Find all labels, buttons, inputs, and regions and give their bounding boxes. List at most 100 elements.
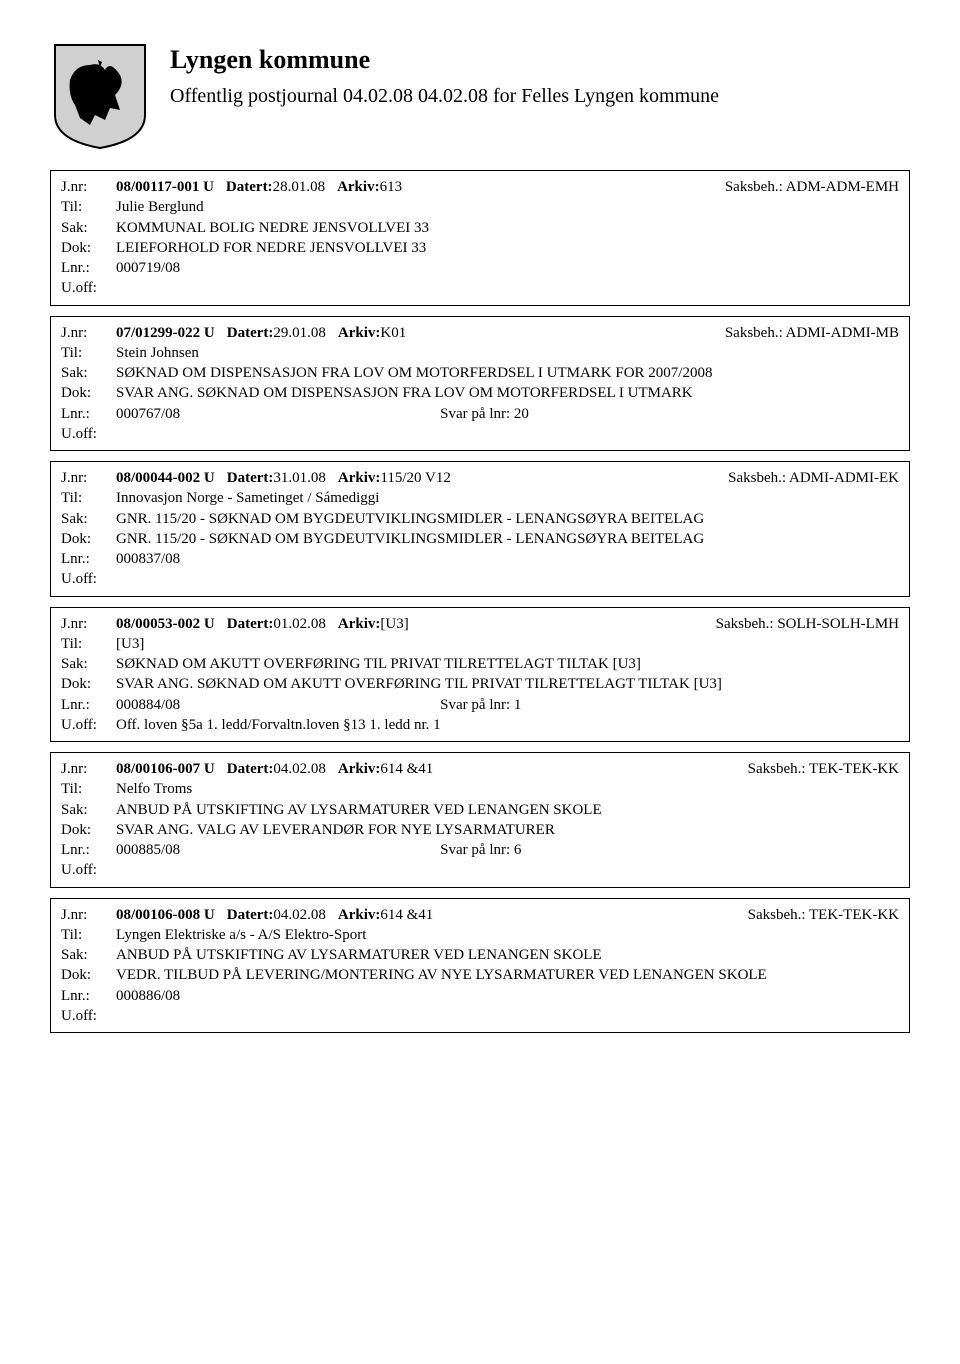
jnr-label: J.nr:: [61, 614, 116, 634]
lnr-value-line: 000719/08: [116, 258, 899, 278]
dok-label: Dok:: [61, 965, 116, 985]
dok-value: SVAR ANG. VALG AV LEVERANDØR FOR NYE LYS…: [116, 820, 899, 840]
sak-row: Sak:GNR. 115/20 - SØKNAD OM BYGDEUTVIKLI…: [61, 509, 899, 529]
record-box: J.nr:08/00044-002 UDatert: 31.01.08Arkiv…: [50, 461, 910, 597]
dok-value: VEDR. TILBUD PÅ LEVERING/MONTERING AV NY…: [116, 965, 899, 985]
uoff-label: U.off:: [61, 860, 116, 880]
til-value: [U3]: [116, 634, 899, 654]
saksbeh-value: TEK-TEK-KK: [809, 761, 899, 777]
record-box: J.nr:08/00106-007 UDatert: 04.02.08Arkiv…: [50, 752, 910, 888]
lnr-label: Lnr.:: [61, 986, 116, 1006]
saksbeh-value: ADMI-ADMI-MB: [786, 325, 899, 341]
record-box: J.nr:08/00106-008 UDatert: 04.02.08Arkiv…: [50, 898, 910, 1034]
dok-value: SVAR ANG. SØKNAD OM AKUTT OVERFØRING TIL…: [116, 674, 899, 694]
datert-value: 31.01.08: [273, 468, 326, 488]
saksbeh-value: ADM-ADM-EMH: [786, 179, 899, 195]
datert-label: Datert:: [227, 614, 274, 634]
sak-row: Sak:ANBUD PÅ UTSKIFTING AV LYSARMATURER …: [61, 945, 899, 965]
record-box: J.nr:08/00117-001 UDatert: 28.01.08Arkiv…: [50, 170, 910, 306]
arkiv-value: K01: [380, 323, 406, 343]
page-header: Lyngen kommune Offentlig postjournal 04.…: [50, 40, 910, 150]
til-label: Til:: [61, 197, 116, 217]
page-subtitle: Offentlig postjournal 04.02.08 04.02.08 …: [170, 85, 719, 108]
lnr-svar: Svar på lnr: 20: [180, 404, 529, 424]
lnr-value: 000886/08: [116, 986, 180, 1006]
jnr-row: J.nr:08/00053-002 UDatert: 01.02.08Arkiv…: [61, 614, 899, 634]
jnr-label: J.nr:: [61, 323, 116, 343]
lnr-value-line: 000837/08: [116, 549, 899, 569]
uoff-label: U.off:: [61, 1006, 116, 1026]
sak-label: Sak:: [61, 363, 116, 383]
dok-value: LEIEFORHOLD FOR NEDRE JENSVOLLVEI 33: [116, 238, 899, 258]
sak-label: Sak:: [61, 654, 116, 674]
jnr-value-line: 08/00053-002 UDatert: 01.02.08Arkiv: [U3…: [116, 614, 899, 634]
header-text: Lyngen kommune Offentlig postjournal 04.…: [170, 40, 719, 108]
til-label: Til:: [61, 343, 116, 363]
jnr-number: 08/00117-001 U: [116, 177, 214, 197]
sak-value: SØKNAD OM AKUTT OVERFØRING TIL PRIVAT TI…: [116, 654, 899, 674]
sak-value: KOMMUNAL BOLIG NEDRE JENSVOLLVEI 33: [116, 218, 899, 238]
saksbeh: Saksbeh.: SOLH-SOLH-LMH: [696, 614, 899, 634]
uoff-label: U.off:: [61, 715, 116, 735]
arkiv-value: [U3]: [380, 614, 408, 634]
saksbeh: Saksbeh.: ADMI-ADMI-MB: [705, 323, 899, 343]
saksbeh: Saksbeh.: TEK-TEK-KK: [728, 905, 899, 925]
arkiv-label: Arkiv:: [338, 614, 381, 634]
sak-value: ANBUD PÅ UTSKIFTING AV LYSARMATURER VED …: [116, 945, 899, 965]
dok-row: Dok:GNR. 115/20 - SØKNAD OM BYGDEUTVIKLI…: [61, 529, 899, 549]
lnr-row: Lnr.:000886/08: [61, 986, 899, 1006]
uoff-label: U.off:: [61, 569, 116, 589]
arkiv-value: 614 &41: [380, 759, 433, 779]
jnr-number: 08/00053-002 U: [116, 614, 215, 634]
uoff-label: U.off:: [61, 424, 116, 444]
lnr-value-line: 000884/08Svar på lnr: 1: [116, 695, 899, 715]
lnr-label: Lnr.:: [61, 549, 116, 569]
sak-row: Sak:SØKNAD OM DISPENSASJON FRA LOV OM MO…: [61, 363, 899, 383]
til-value: Julie Berglund: [116, 197, 899, 217]
lnr-value-line: 000767/08Svar på lnr: 20: [116, 404, 899, 424]
uoff-row: U.off:: [61, 1006, 899, 1026]
jnr-number: 08/00106-008 U: [116, 905, 215, 925]
sak-label: Sak:: [61, 509, 116, 529]
dok-value: GNR. 115/20 - SØKNAD OM BYGDEUTVIKLINGSM…: [116, 529, 899, 549]
municipality-logo: [50, 40, 150, 150]
dok-label: Dok:: [61, 383, 116, 403]
lnr-svar: Svar på lnr: 6: [180, 840, 521, 860]
dok-label: Dok:: [61, 674, 116, 694]
sak-value: ANBUD PÅ UTSKIFTING AV LYSARMATURER VED …: [116, 800, 899, 820]
lnr-label: Lnr.:: [61, 258, 116, 278]
datert-label: Datert:: [227, 468, 274, 488]
uoff-row: U.off:: [61, 424, 899, 444]
jnr-number: 08/00106-007 U: [116, 759, 215, 779]
arkiv-label: Arkiv:: [338, 323, 381, 343]
sak-row: Sak:SØKNAD OM AKUTT OVERFØRING TIL PRIVA…: [61, 654, 899, 674]
sak-row: Sak:ANBUD PÅ UTSKIFTING AV LYSARMATURER …: [61, 800, 899, 820]
lnr-row: Lnr.:000837/08: [61, 549, 899, 569]
saksbeh: Saksbeh.: TEK-TEK-KK: [728, 759, 899, 779]
uoff-row: U.off:: [61, 860, 899, 880]
arkiv-label: Arkiv:: [338, 905, 381, 925]
lnr-value: 000767/08: [116, 404, 180, 424]
sak-label: Sak:: [61, 945, 116, 965]
til-label: Til:: [61, 634, 116, 654]
lnr-label: Lnr.:: [61, 404, 116, 424]
til-label: Til:: [61, 779, 116, 799]
arkiv-label: Arkiv:: [338, 468, 381, 488]
saksbeh-value: SOLH-SOLH-LMH: [777, 616, 899, 632]
records-container: J.nr:08/00117-001 UDatert: 28.01.08Arkiv…: [50, 170, 910, 1033]
lnr-row: Lnr.:000885/08Svar på lnr: 6: [61, 840, 899, 860]
jnr-value-line: 07/01299-022 UDatert: 29.01.08Arkiv: K01…: [116, 323, 899, 343]
uoff-value: [116, 424, 899, 444]
lnr-value-line: 000886/08: [116, 986, 899, 1006]
lnr-row: Lnr.:000719/08: [61, 258, 899, 278]
datert-label: Datert:: [226, 177, 273, 197]
uoff-row: U.off:Off. loven §5a 1. ledd/Forvaltn.lo…: [61, 715, 899, 735]
sak-label: Sak:: [61, 218, 116, 238]
jnr-number: 08/00044-002 U: [116, 468, 215, 488]
lnr-value-line: 000885/08Svar på lnr: 6: [116, 840, 899, 860]
saksbeh: Saksbeh.: ADMI-ADMI-EK: [708, 468, 899, 488]
datert-label: Datert:: [227, 759, 274, 779]
uoff-value: [116, 278, 899, 298]
arkiv-label: Arkiv:: [337, 177, 380, 197]
dok-value: SVAR ANG. SØKNAD OM DISPENSASJON FRA LOV…: [116, 383, 899, 403]
